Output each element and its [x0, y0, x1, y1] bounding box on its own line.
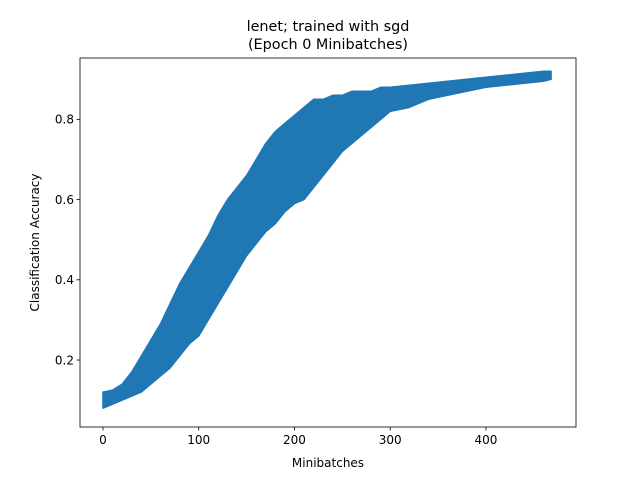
x-axis-label: Minibatches [292, 456, 364, 470]
y-axis-ticks: 0.2 0.4 0.6 0.8 [55, 113, 80, 367]
y-tick-label: 0.8 [55, 113, 74, 127]
accuracy-band-series-0 [102, 70, 552, 409]
axes-frame [79, 57, 577, 428]
y-tick-label: 0.2 [55, 353, 74, 367]
y-tick-label: 0.4 [55, 273, 74, 287]
plot-area [102, 70, 552, 409]
x-tick-label: 200 [283, 433, 306, 447]
chart-title-line-1: lenet; trained with sgd [247, 19, 410, 35]
x-tick-label: 100 [187, 433, 210, 447]
y-tick-label: 0.6 [55, 193, 74, 207]
chart-title-line-2: (Epoch 0 Minibatches) [248, 37, 408, 53]
x-tick-label: 0 [99, 433, 107, 447]
x-tick-label: 300 [379, 433, 402, 447]
y-axis-label: Classification Accuracy [28, 174, 42, 312]
x-axis-ticks: 0 100 200 300 400 [99, 427, 497, 447]
x-tick-label: 400 [475, 433, 498, 447]
